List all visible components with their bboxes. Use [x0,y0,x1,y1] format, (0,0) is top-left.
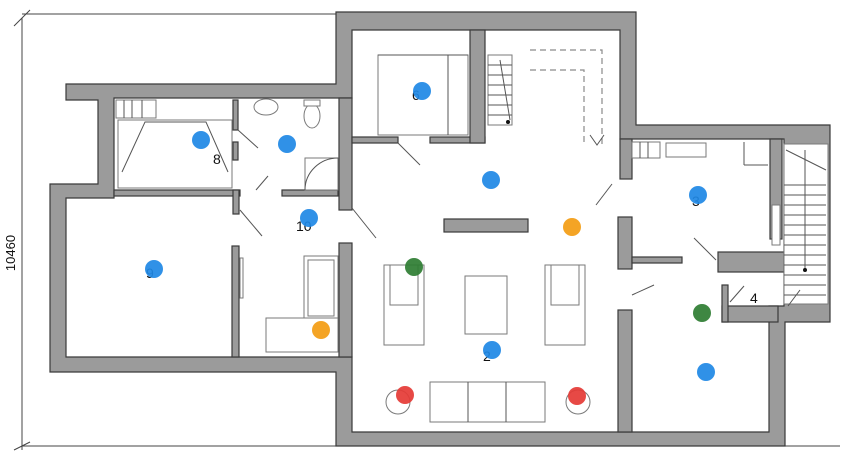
blue-marker-room-8-b[interactable] [278,135,296,153]
blue-marker-room-10[interactable] [300,209,318,227]
orange-marker-sofa[interactable] [312,321,330,339]
green-marker-living[interactable] [405,258,423,276]
door-swings [237,129,801,307]
green-marker-room-4[interactable] [693,304,711,322]
red-marker-right[interactable] [568,387,586,405]
dimension-label: 10460 [3,235,18,271]
room-10-sofa [265,255,339,353]
bathroom-fixtures [115,98,339,191]
blue-marker-room-8-a[interactable] [192,131,210,149]
room-label-4: 4 [750,290,758,306]
blue-marker-room-4[interactable] [697,363,715,381]
room-label-8: 8 [213,151,221,167]
blue-marker-hall[interactable] [482,171,500,189]
markers [145,82,715,405]
orange-marker-center[interactable] [563,218,581,236]
living-room-furniture [383,264,591,423]
blue-marker-room-9[interactable] [145,260,163,278]
red-marker-left[interactable] [396,386,414,404]
kitchen-fixtures [631,141,781,246]
blue-marker-room-2[interactable] [483,341,501,359]
blue-marker-room-3[interactable] [689,186,707,204]
interior-walls [113,29,785,433]
exterior-walls [49,11,831,447]
stairs-right [783,143,829,305]
stairs-upper [487,49,605,146]
blue-marker-room-6[interactable] [413,82,431,100]
